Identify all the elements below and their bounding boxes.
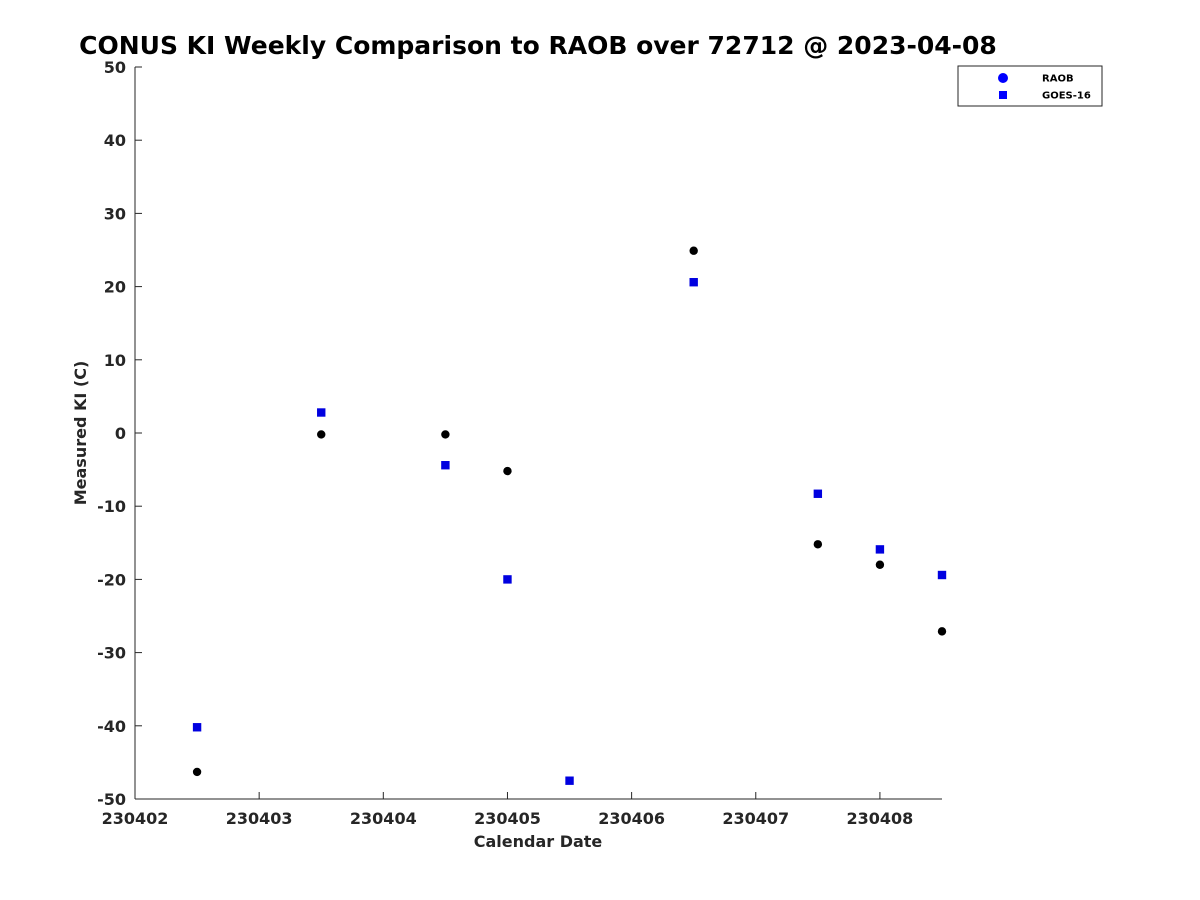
raob-point — [317, 430, 326, 439]
x-tick-label: 230408 — [847, 809, 914, 828]
legend: RAOB GOES-16 — [957, 65, 1103, 107]
y-tick-label: -40 — [97, 717, 126, 736]
y-tick-label: 30 — [104, 204, 126, 223]
x-axis-label: Calendar Date — [474, 832, 603, 851]
x-ticks: 230402 230403 230404 230405 230406 230407 2304… — [102, 792, 914, 828]
raob-point — [937, 627, 947, 636]
x-tick-label: 230405 — [474, 809, 541, 828]
goes-16-point — [565, 776, 574, 785]
goes-16-point — [813, 489, 823, 498]
goes-16-point — [441, 461, 450, 470]
legend-marker-square — [999, 91, 1007, 99]
y-tick-label: -20 — [97, 570, 126, 589]
x-tick-label: 230403 — [226, 809, 293, 828]
chart-title: CONUS KI Weekly Comparison to RAOB over … — [79, 31, 997, 60]
raob-point — [875, 560, 885, 569]
series-raob — [192, 246, 947, 777]
legend-box — [957, 65, 1103, 107]
y-tick-label: -30 — [97, 644, 126, 663]
goes-16-point — [937, 570, 947, 580]
y-tick-label: -10 — [97, 497, 126, 516]
data-points — [192, 246, 947, 785]
x-tick-label: 230406 — [598, 809, 665, 828]
raob-point — [813, 540, 823, 549]
series-goes-16 — [192, 278, 947, 785]
goes-16-point — [875, 545, 885, 554]
raob-point — [441, 430, 450, 439]
y-tick-label: -50 — [97, 790, 126, 809]
y-tick-label: 40 — [104, 131, 126, 150]
y-tick-label: 0 — [115, 424, 126, 443]
plot-area — [134, 67, 942, 800]
y-tick-label: 50 — [104, 58, 126, 77]
legend-marker-circle — [998, 73, 1008, 83]
raob-point — [503, 466, 512, 476]
legend-item: RAOB — [998, 73, 1074, 85]
raob-point — [192, 767, 202, 777]
goes-16-point — [503, 575, 512, 584]
y-ticks: 50 40 30 20 10 0 -10 -20 -30 -40 -50 — [97, 58, 142, 809]
legend-label: RAOB — [1042, 74, 1074, 85]
legend-item: GOES-16 — [999, 91, 1091, 102]
x-tick-label: 230407 — [722, 809, 789, 828]
goes-16-point — [689, 278, 698, 287]
y-axis-label: Measured KI (C) — [71, 361, 90, 506]
legend-label: GOES-16 — [1042, 91, 1091, 102]
goes-16-point — [192, 723, 202, 732]
x-tick-label: 230404 — [350, 809, 417, 828]
goes-16-point — [317, 408, 326, 417]
raob-point — [689, 246, 698, 255]
y-tick-label: 20 — [104, 278, 126, 297]
x-tick-label: 230402 — [102, 809, 169, 828]
y-tick-label: 10 — [104, 351, 126, 370]
